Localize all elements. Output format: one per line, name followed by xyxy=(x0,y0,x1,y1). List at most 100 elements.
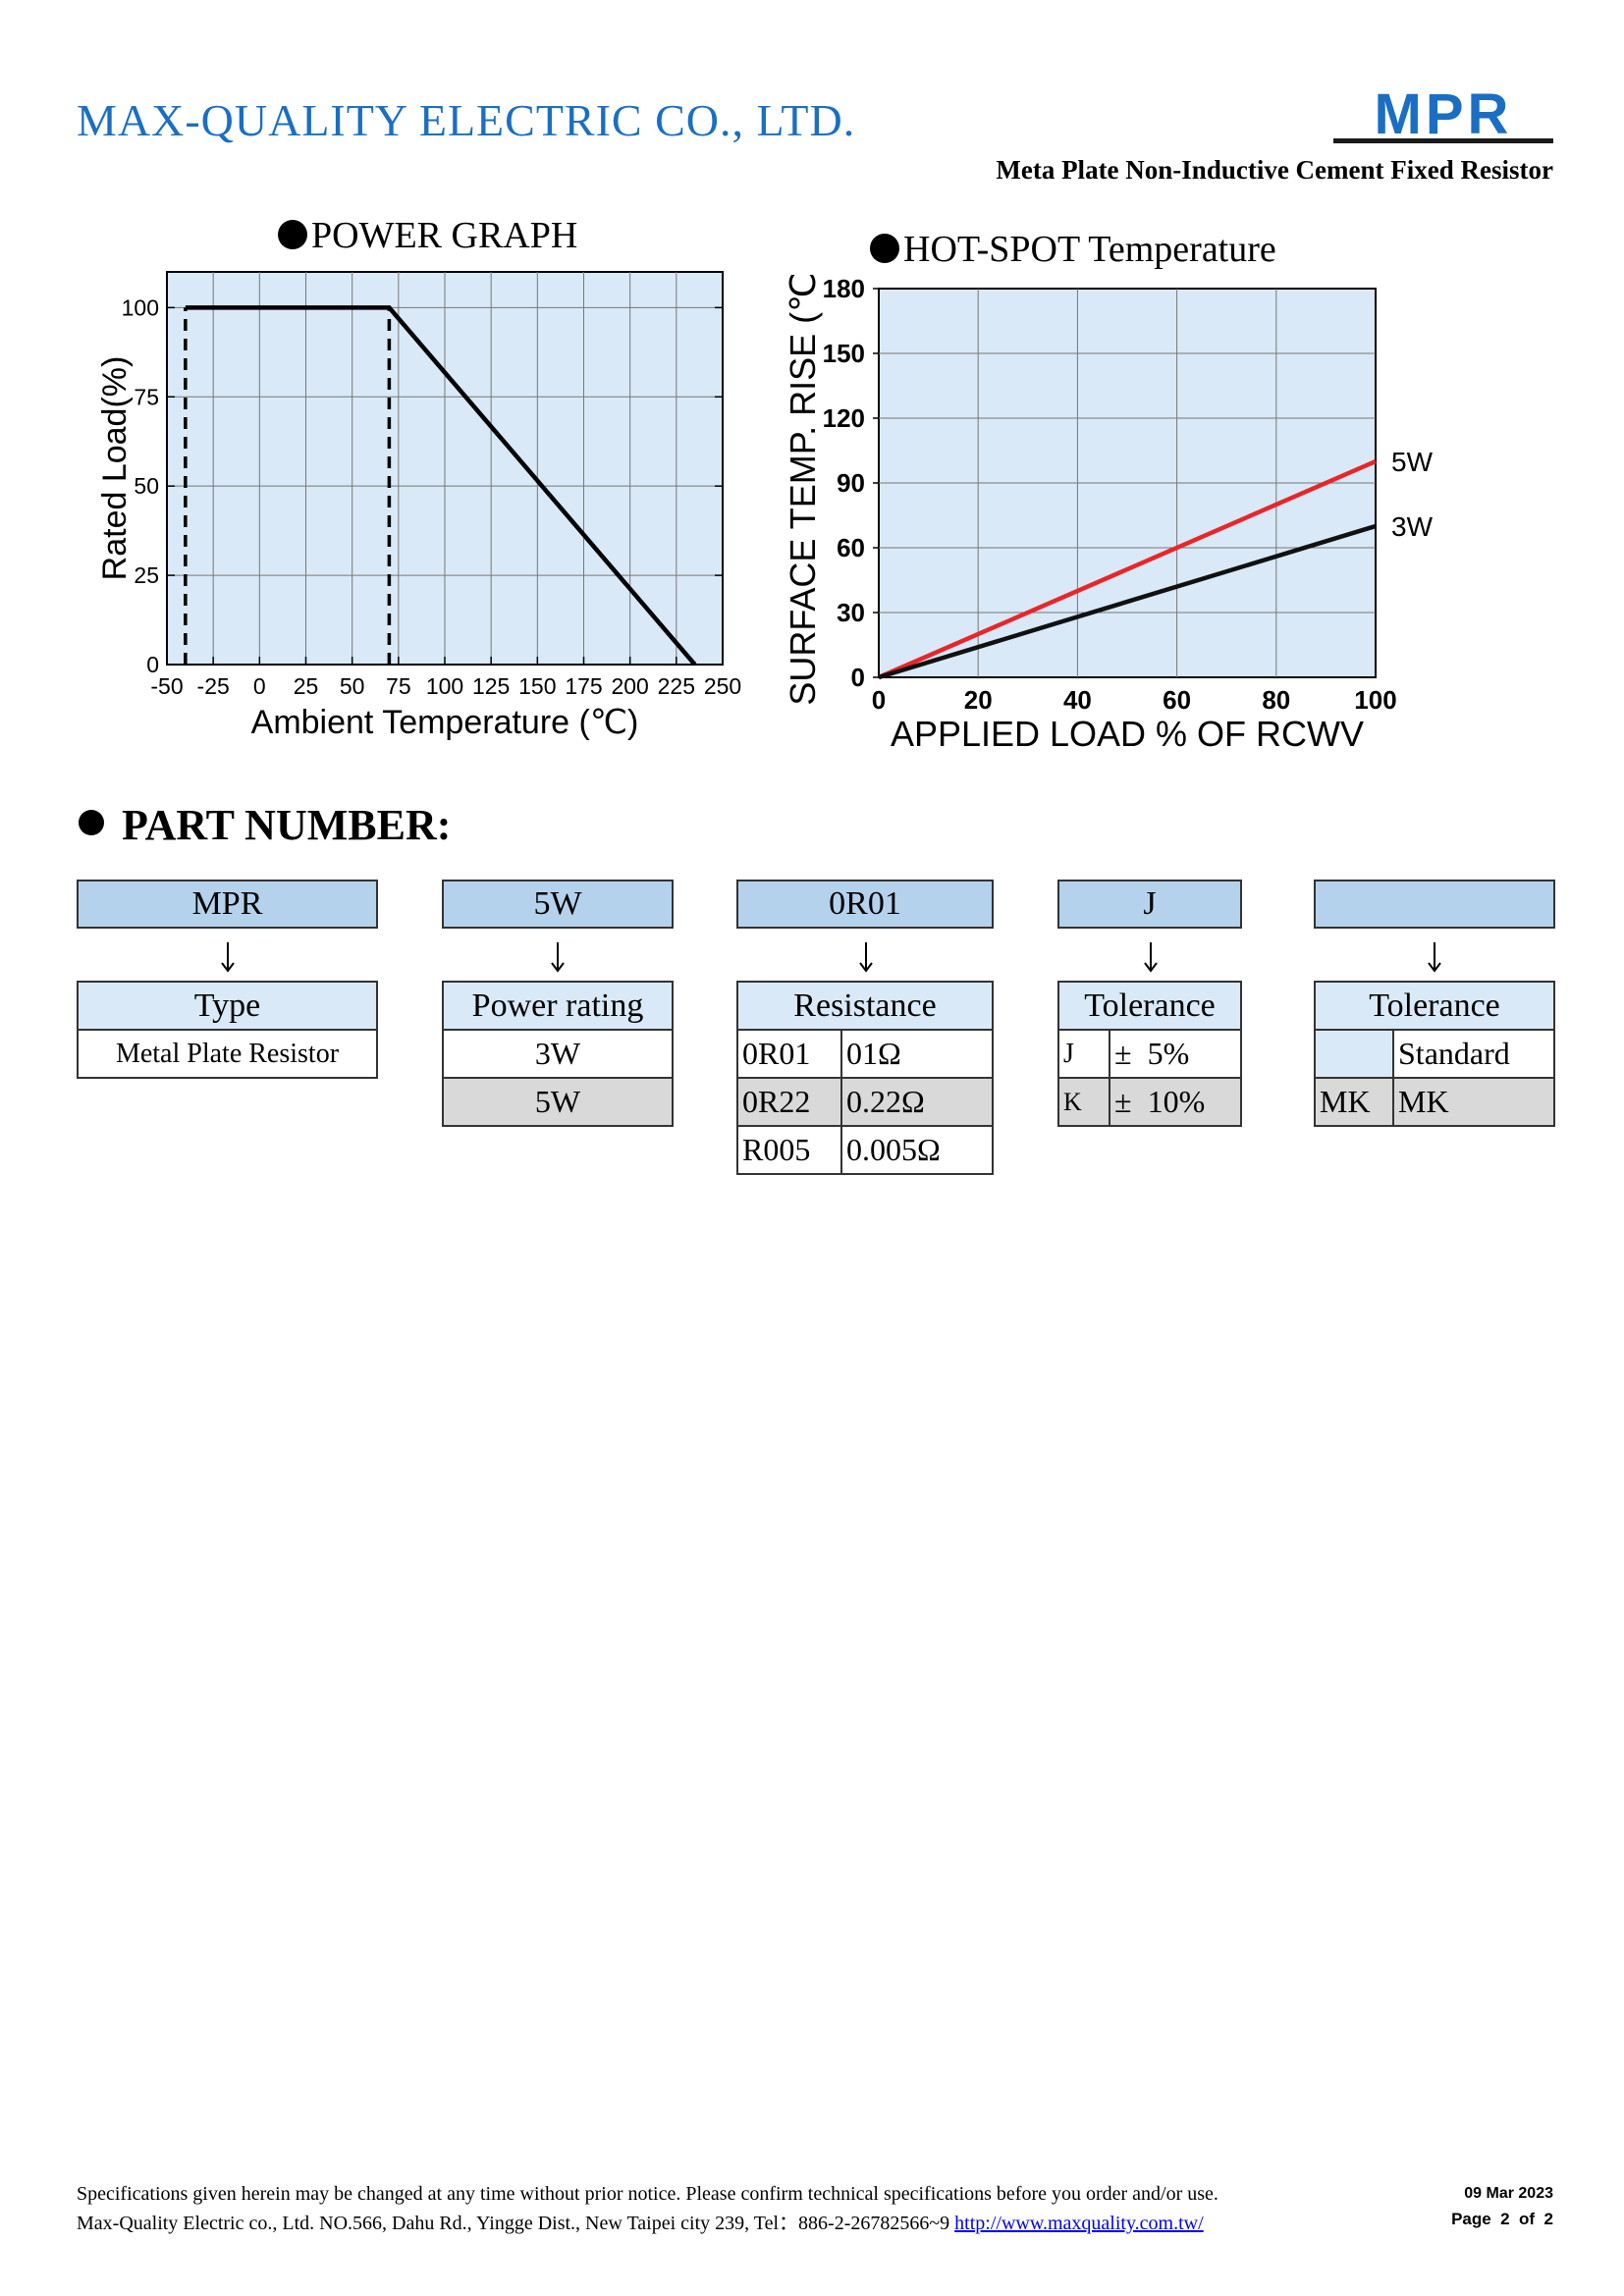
hotspot-ticks: 0 20 40 60 80 100 0 30 60 90 120 150 180 xyxy=(823,275,1397,715)
power-graph-guides xyxy=(184,307,392,665)
y-tick-label: 150 xyxy=(823,339,865,368)
code-box-type: MPR xyxy=(77,880,378,929)
y-tick-label: 60 xyxy=(837,533,865,562)
option-tolerance-header: Tolerance xyxy=(1314,981,1555,1031)
code-box-power: 5W xyxy=(442,880,674,929)
x-tick-label: 150 xyxy=(518,673,556,699)
down-arrow-icon xyxy=(551,942,565,973)
type-table: Type Metal Plate Resistor xyxy=(77,981,378,1079)
footer-page-number: Page 2 of 2 xyxy=(1451,2210,1553,2228)
footer-address: Max-Quality Electric co., Ltd. NO.566, D… xyxy=(77,2207,1204,2235)
power-rating-table: Power rating 3W 5W xyxy=(442,981,674,1127)
part-number-heading: PART NUMBER: xyxy=(79,800,451,850)
resistance-value: 0.22Ω xyxy=(840,1077,994,1127)
website-link[interactable]: http://www.maxquality.com.tw/ xyxy=(954,2213,1204,2234)
resistance-code: 0R01 xyxy=(736,1029,842,1079)
x-tick-label: 125 xyxy=(472,673,510,699)
power-graph-title: POWER GRAPH xyxy=(278,214,577,257)
hotspot-title: HOT-SPOT Temperature xyxy=(870,228,1276,271)
y-tick-label: 120 xyxy=(823,403,865,433)
x-tick-label: 0 xyxy=(872,685,886,715)
logo-text: MPR xyxy=(1375,86,1513,146)
x-tick-label: 75 xyxy=(386,673,411,699)
footer-address-text: Max-Quality Electric co., Ltd. NO.566, D… xyxy=(77,2213,955,2234)
tolerance-table: Tolerance J ± 5% K ± 10% xyxy=(1057,981,1242,1127)
power-graph-ticks: -50 -25 0 25 50 75 100 125 150 175 200 225 250 0 25 50 7… xyxy=(122,294,742,699)
tolerance-value: ± 5% xyxy=(1109,1029,1242,1079)
x-tick-label: 175 xyxy=(565,673,602,699)
resistance-table: Resistance 0R01 01Ω 0R22 0.22Ω R005 0.005Ω xyxy=(736,981,994,1175)
y-tick-label: 0 xyxy=(851,663,865,692)
resistance-value: 0.005Ω xyxy=(840,1125,994,1175)
down-arrow-icon xyxy=(859,942,873,973)
x-tick-label: 20 xyxy=(964,685,993,715)
tolerance-value: ± 10% xyxy=(1109,1077,1242,1127)
power-graph-grid xyxy=(167,272,723,665)
type-table-header: Type xyxy=(77,981,378,1031)
x-tick-label: 100 xyxy=(426,673,463,699)
x-tick-label: 0 xyxy=(253,673,266,699)
option-tolerance-code xyxy=(1314,1029,1394,1079)
power-rating-header: Power rating xyxy=(442,981,674,1031)
option-tolerance-value: MK xyxy=(1392,1077,1555,1127)
hotspot-series: 5W 3W xyxy=(878,447,1434,680)
type-table-cell: Metal Plate Resistor xyxy=(77,1029,378,1079)
down-arrow-icon xyxy=(1144,942,1158,973)
option-tolerance-code: MK xyxy=(1314,1077,1394,1127)
tolerance-code: K xyxy=(1057,1077,1110,1127)
option-tolerance-value: Standard xyxy=(1392,1029,1555,1079)
tolerance-header: Tolerance xyxy=(1057,981,1242,1031)
code-box-tolerance: J xyxy=(1057,880,1242,929)
bullet-icon xyxy=(79,810,104,835)
y-tick-label: 30 xyxy=(837,598,865,627)
x-tick-label: 60 xyxy=(1163,685,1191,715)
x-tick-label: 225 xyxy=(658,673,695,699)
x-tick-label: 100 xyxy=(1354,685,1396,715)
derating-curve xyxy=(185,305,697,667)
y-tick-label: 25 xyxy=(134,562,159,588)
tolerance-code: J xyxy=(1057,1029,1110,1079)
hotspot-grid xyxy=(879,289,1376,677)
power-graph-chart: -50 -25 0 25 50 75 100 125 150 175 200 225 250 0 25 50 7… xyxy=(96,271,742,741)
series-line-5w xyxy=(878,458,1377,680)
resistance-value: 01Ω xyxy=(840,1029,994,1079)
y-tick-label: 100 xyxy=(122,294,159,320)
x-tick-label: 40 xyxy=(1063,685,1092,715)
y-tick-label: 180 xyxy=(823,275,865,303)
x-tick-label: -50 xyxy=(150,673,183,699)
x-tick-label: 25 xyxy=(294,673,319,699)
bullet-icon xyxy=(870,234,899,263)
power-rating-cell: 3W xyxy=(442,1029,674,1079)
y-tick-label: 75 xyxy=(134,384,159,409)
y-tick-label: 90 xyxy=(837,468,865,498)
resistance-code: 0R22 xyxy=(736,1077,842,1127)
x-tick-label: 200 xyxy=(611,673,648,699)
down-arrow-icon xyxy=(221,942,235,973)
power-graph-xlabel: Ambient Temperature (℃) xyxy=(251,704,639,741)
x-tick-label: 80 xyxy=(1262,685,1290,715)
hotspot-chart: 0 20 40 60 80 100 0 30 60 90 120 150 180 5W 3W SURFAC… xyxy=(783,275,1434,754)
power-rating-cell: 5W xyxy=(442,1077,674,1127)
x-tick-label: -25 xyxy=(197,673,230,699)
series-label-5w: 5W xyxy=(1391,447,1434,477)
power-graph-ylabel: Rated Load(%) xyxy=(96,356,134,581)
code-box-option xyxy=(1314,880,1555,929)
document-subtitle: Meta Plate Non-Inductive Cement Fixed Re… xyxy=(996,155,1553,185)
x-tick-label: 50 xyxy=(340,673,365,699)
company-name: MAX-QUALITY ELECTRIC CO., LTD. xyxy=(77,95,856,145)
series-label-3w: 3W xyxy=(1391,511,1434,542)
power-graph-series xyxy=(185,305,697,667)
footer-notice: Specifications given herein may be chang… xyxy=(77,2183,1218,2205)
down-arrow-icon xyxy=(1428,942,1441,973)
code-box-resistance: 0R01 xyxy=(736,880,994,929)
series-line-3w xyxy=(878,523,1377,680)
option-tolerance-table: Tolerance Standard MK MK xyxy=(1314,981,1555,1127)
resistance-header: Resistance xyxy=(736,981,994,1031)
y-tick-label: 0 xyxy=(146,652,159,677)
mpr-logo: MPR xyxy=(1333,86,1553,146)
footer-date: 09 Mar 2023 xyxy=(1464,2185,1553,2202)
y-tick-label: 50 xyxy=(134,473,159,499)
resistance-code: R005 xyxy=(736,1125,842,1175)
hotspot-xlabel: APPLIED LOAD % OF RCWV xyxy=(891,714,1364,754)
hotspot-ylabel: SURFACE TEMP. RISE (℃) xyxy=(783,275,823,706)
